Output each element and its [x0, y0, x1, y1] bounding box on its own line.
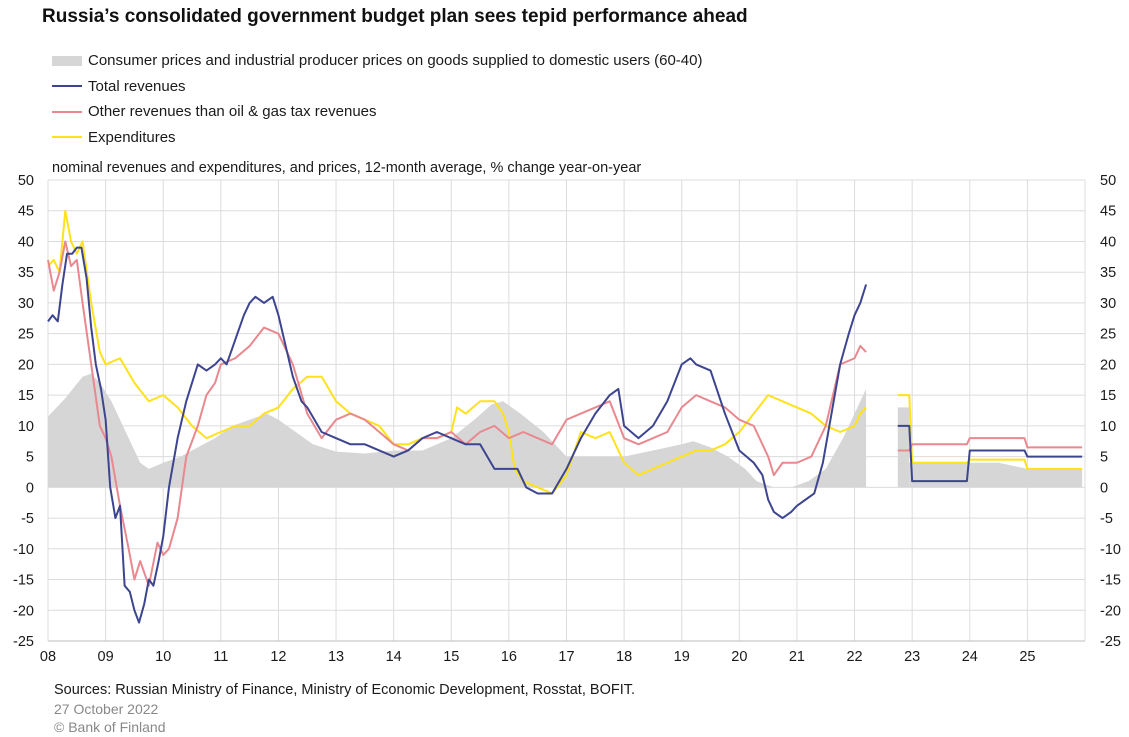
series-area-prices — [48, 373, 867, 488]
y-tick-label-right: -20 — [1100, 603, 1121, 619]
legend-label: Consumer prices and industrial producer … — [88, 52, 703, 70]
x-tick-label: 14 — [386, 649, 402, 665]
y-tick-label-right: -10 — [1100, 542, 1121, 558]
legend-swatch-band — [52, 55, 82, 66]
x-tick-label: 18 — [616, 649, 632, 665]
legend-item-other-revenues: Other revenues than oil & gas tax revenu… — [52, 99, 702, 125]
legend-label: Other revenues than oil & gas tax revenu… — [88, 103, 377, 121]
legend-item-expenditures: Expenditures — [52, 125, 702, 151]
copyright-note: © Bank of Finland — [54, 719, 166, 735]
legend-swatch-line — [52, 85, 82, 88]
y-tick-label-right: 15 — [1100, 388, 1116, 404]
x-tick-label: 22 — [846, 649, 862, 665]
chart-subtitle: nominal revenues and expenditures, and p… — [52, 160, 642, 176]
y-tick-label-left: -15 — [13, 573, 34, 589]
y-tick-label-left: 10 — [18, 419, 34, 435]
x-tick-label: 17 — [558, 649, 574, 665]
chart-title: Russia’s consolidated government budget … — [42, 6, 748, 27]
y-tick-label-left: -10 — [13, 542, 34, 558]
y-tick-label-left: 25 — [18, 327, 34, 343]
x-tick-label: 11 — [213, 649, 228, 665]
legend-label: Expenditures — [88, 128, 176, 146]
y-tick-label-right: 40 — [1100, 234, 1116, 250]
y-tick-label-left: -20 — [13, 603, 34, 619]
series-line-other-revenues — [897, 437, 1083, 452]
y-tick-label-left: 45 — [18, 204, 34, 220]
y-tick-label-left: 15 — [18, 388, 34, 404]
y-tick-label-right: 45 — [1100, 204, 1116, 220]
y-tick-label-left: 0 — [26, 480, 34, 496]
series-area-prices — [909, 462, 1083, 488]
y-tick-label-right: 5 — [1100, 450, 1108, 466]
y-tick-label-right: 0 — [1100, 480, 1108, 496]
series-line-other-revenues — [47, 240, 867, 587]
y-tick-label-right: -15 — [1100, 573, 1121, 589]
series-line-total-revenues — [47, 246, 868, 624]
y-tick-label-right: -25 — [1100, 634, 1121, 650]
x-tick-label: 21 — [789, 649, 805, 665]
y-tick-label-left: 20 — [18, 357, 34, 373]
y-tick-label-right: 10 — [1100, 419, 1116, 435]
x-tick-label: 20 — [731, 649, 747, 665]
legend-swatch-line — [52, 136, 82, 139]
series-area-prices — [897, 407, 910, 488]
x-tick-label: 24 — [962, 649, 978, 665]
x-tick-label: 23 — [904, 649, 920, 665]
y-tick-label-left: 30 — [18, 296, 34, 312]
x-tick-label: 12 — [270, 649, 286, 665]
y-tick-label-right: 35 — [1100, 265, 1116, 281]
x-tick-label: 10 — [155, 649, 171, 665]
x-tick-label: 19 — [674, 649, 690, 665]
y-tick-label-left: 40 — [18, 234, 34, 250]
y-tick-label-right: 20 — [1100, 357, 1116, 373]
y-tick-label-left: 50 — [18, 173, 34, 189]
legend-item-prices: Consumer prices and industrial producer … — [52, 48, 702, 74]
y-tick-label-left: 5 — [26, 450, 34, 466]
y-tick-label-left: -25 — [13, 634, 34, 650]
x-tick-label: 15 — [443, 649, 459, 665]
x-tick-label: 25 — [1019, 649, 1035, 665]
series-line-total-revenues — [897, 424, 1083, 483]
y-tick-label-right: 50 — [1100, 173, 1116, 189]
y-tick-label-right: 30 — [1100, 296, 1116, 312]
series-line-expenditures — [897, 394, 1083, 470]
x-tick-label: 16 — [501, 649, 517, 665]
y-tick-label-right: -5 — [1100, 511, 1113, 527]
legend-item-total-revenues: Total revenues — [52, 74, 702, 100]
y-tick-label-right: 25 — [1100, 327, 1116, 343]
x-tick-label: 08 — [40, 649, 56, 665]
legend: Consumer prices and industrial producer … — [52, 48, 702, 150]
legend-label: Total revenues — [88, 77, 186, 95]
y-tick-label-left: 35 — [18, 265, 34, 281]
y-tick-label-left: -5 — [21, 511, 34, 527]
x-tick-label: 13 — [328, 649, 344, 665]
sources-note: Sources: Russian Ministry of Finance, Mi… — [54, 682, 636, 698]
legend-swatch-line — [52, 110, 82, 113]
x-tick-label: 09 — [98, 649, 114, 665]
publication-date: 27 October 2022 — [54, 701, 159, 717]
